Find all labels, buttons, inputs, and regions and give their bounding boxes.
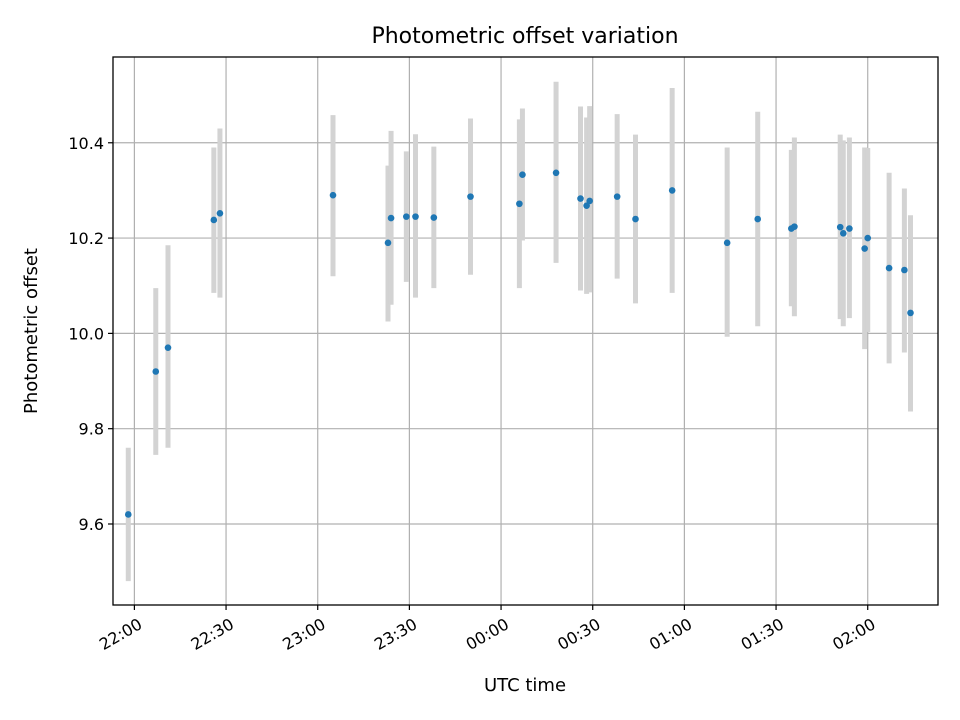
y-tick-label: 9.6 [79,515,104,534]
data-points [124,169,914,518]
data-point [613,193,621,200]
data-point [216,209,224,217]
data-point [519,171,526,179]
data-point [583,202,590,209]
data-point [754,215,762,223]
grid-lines [113,57,938,605]
data-point [430,214,438,221]
data-point [791,223,798,230]
data-point [403,213,410,220]
data-point [632,215,639,223]
data-point [846,225,853,232]
data-point [861,245,868,252]
plot-frame [112,56,939,606]
data-point [124,511,132,518]
y-tick-label: 10.0 [68,324,104,343]
y-tick-label: 10.4 [68,134,104,153]
data-point [152,368,160,375]
data-point [467,193,474,200]
data-point [577,195,584,202]
data-point [586,197,593,205]
data-point [384,239,392,247]
data-point [836,223,844,231]
data-point [885,264,893,272]
y-axis-label: Photometric offset [21,248,42,414]
data-point [210,216,218,224]
data-point [907,309,914,317]
data-point [901,266,908,274]
x-axis-label: UTC time [484,675,566,696]
data-point [412,213,419,220]
data-point [387,214,395,222]
data-point [516,200,523,208]
y-tick-label: 10.2 [68,229,104,248]
data-point [839,230,847,237]
data-point [164,344,172,351]
chart-title: Photometric offset variation [371,24,678,49]
data-point [668,187,676,194]
data-point [723,239,731,247]
y-tick-label: 9.8 [79,420,104,439]
data-point [864,234,872,242]
data-point [552,169,560,177]
data-point [329,191,337,199]
